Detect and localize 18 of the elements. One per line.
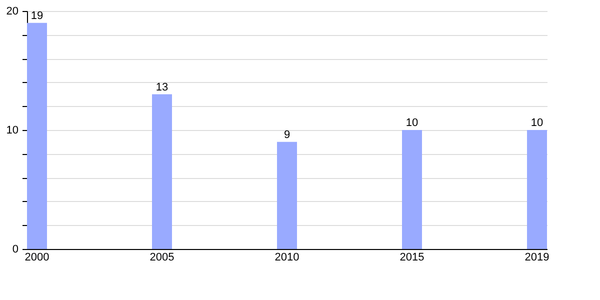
bar	[277, 142, 297, 249]
x-tick-label: 2010	[274, 252, 300, 264]
x-tick-label: 2015	[400, 252, 424, 264]
bar	[402, 130, 422, 249]
y-tick-label: 20	[6, 6, 18, 18]
data-label: 10	[406, 117, 418, 129]
data-label: 9	[284, 128, 290, 141]
y-tick-label: 0	[12, 244, 18, 256]
x-tick-label: 2000	[24, 252, 50, 264]
data-label: 13	[156, 81, 168, 94]
x-tick-label: 2005	[150, 252, 174, 264]
data-label: 10	[530, 117, 544, 129]
y-tick-label: 10	[6, 124, 18, 136]
bar	[527, 130, 547, 249]
x-tick-label: 2019	[524, 252, 550, 264]
bar	[152, 94, 172, 249]
bar	[27, 22, 47, 249]
data-label: 19	[30, 10, 44, 22]
